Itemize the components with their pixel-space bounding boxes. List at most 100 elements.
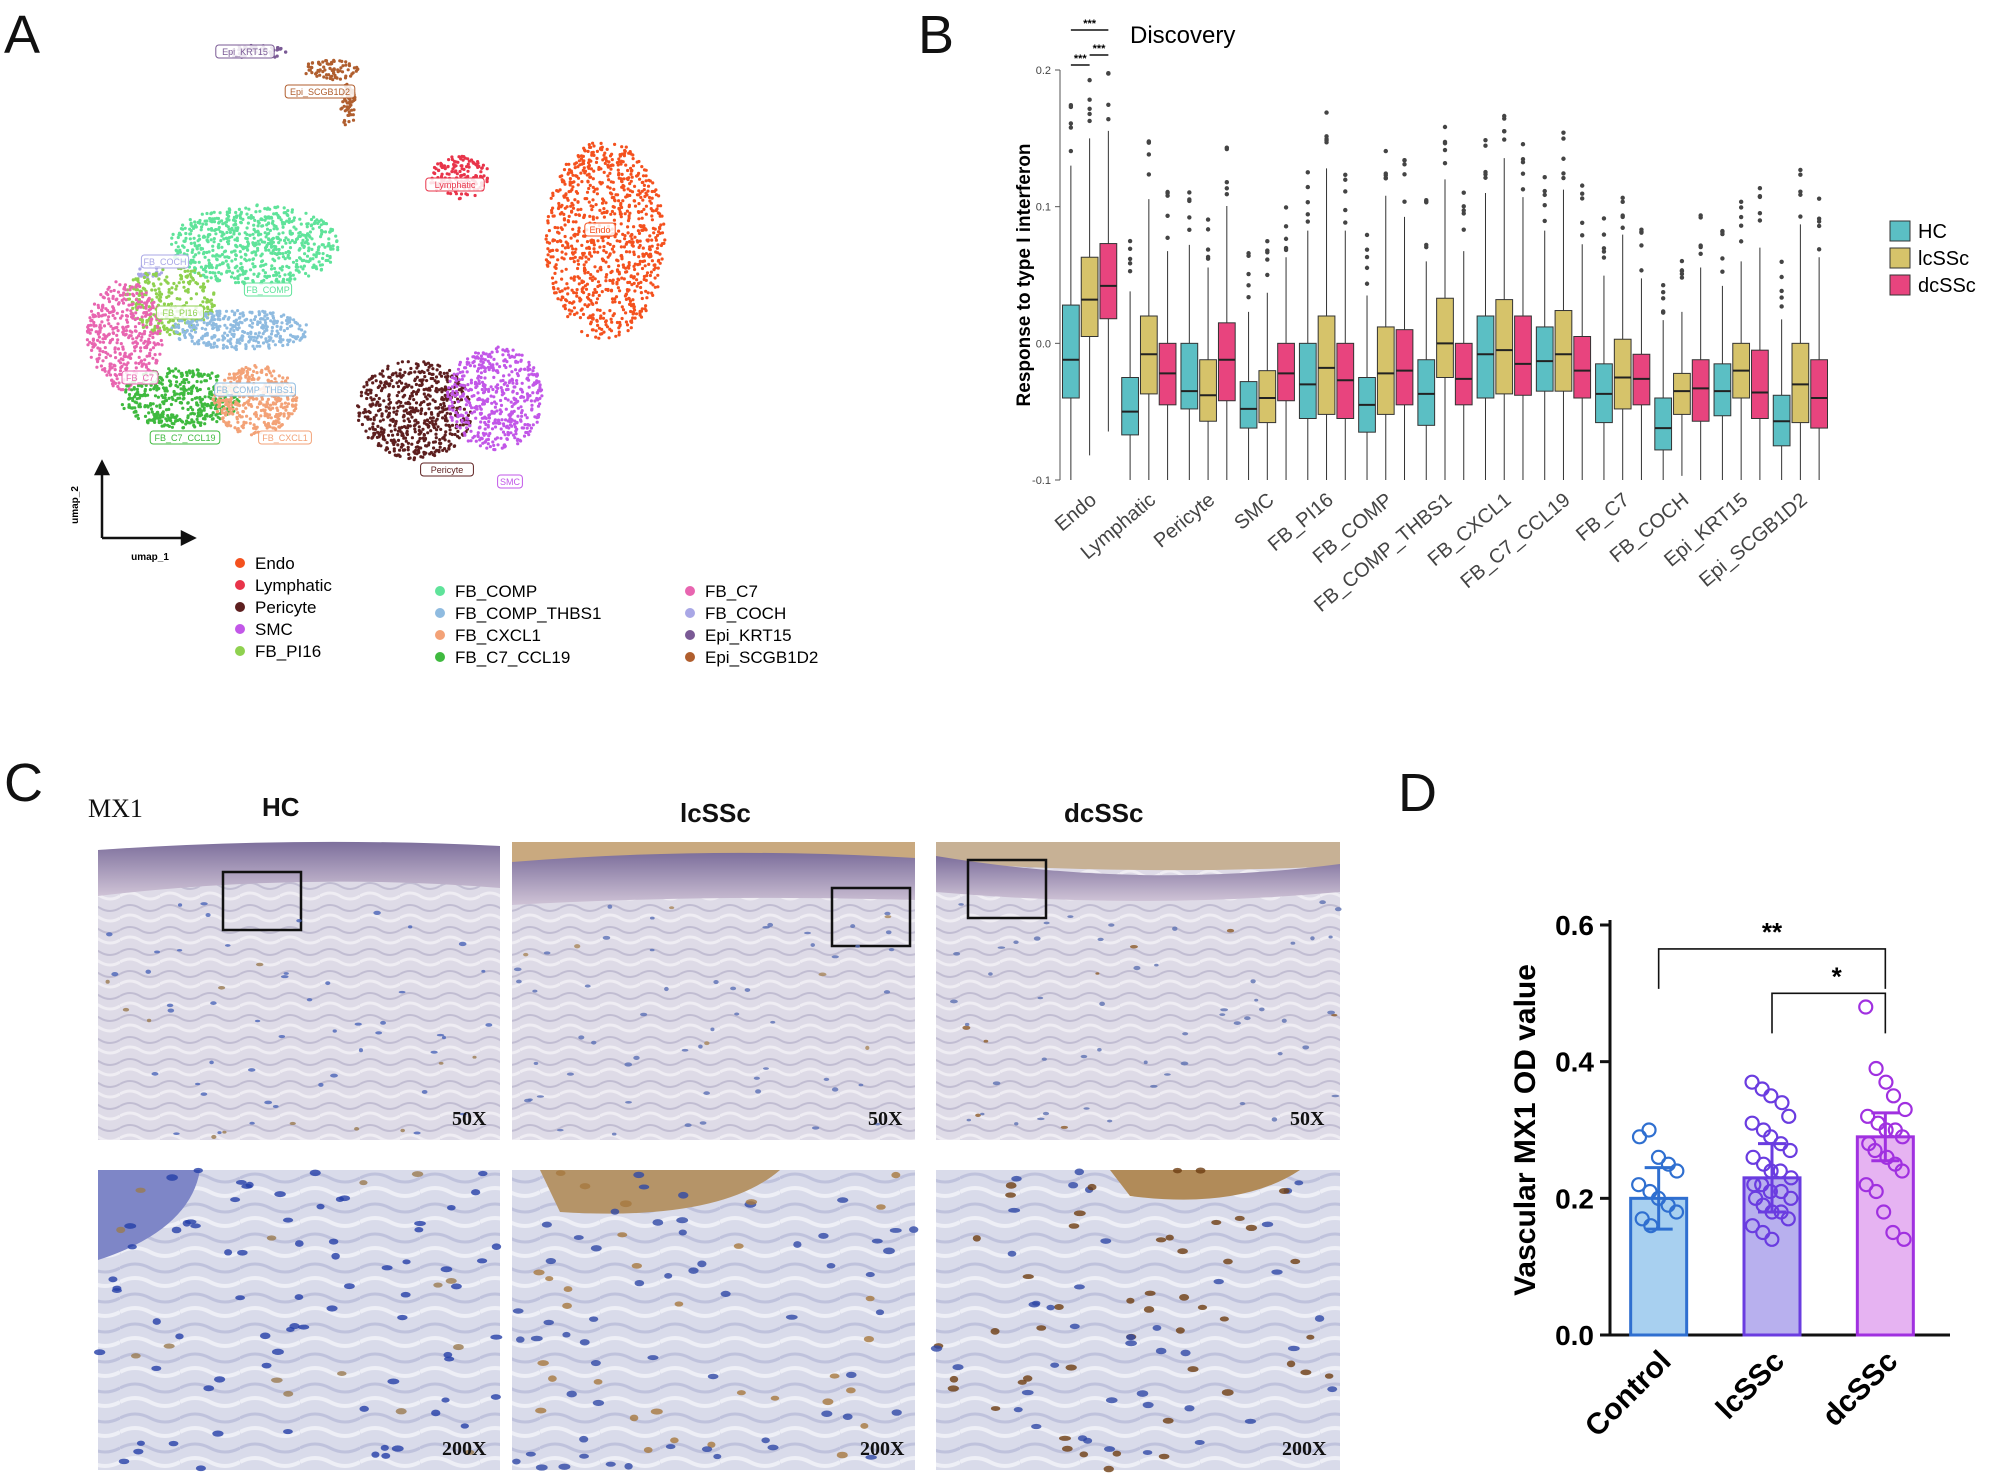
box-dcSSc-Endo	[1099, 243, 1118, 320]
boxplot-legend-swatch	[1889, 220, 1911, 242]
box-outlier	[1087, 111, 1092, 117]
mag-label-dcssc-50x: 50X	[1290, 1108, 1325, 1130]
box-outlier	[1224, 186, 1230, 191]
box-outlier	[1520, 171, 1526, 176]
box-outlier	[1424, 242, 1429, 248]
bar-y-tick: 0.4	[1555, 1047, 1594, 1078]
box-dcSSc-FB_COCH	[1691, 359, 1710, 422]
box-outlier	[1816, 223, 1822, 229]
boxplot-y-tick: 0.0	[1036, 338, 1051, 350]
mag-label-lcssc-200x: 200X	[860, 1438, 905, 1460]
bar-point	[1762, 1183, 1778, 1200]
box-outlier	[1146, 139, 1152, 145]
box-outlier	[1798, 192, 1803, 197]
boxplot-sig-label: ***	[1083, 18, 1097, 30]
box-outlier	[1757, 218, 1763, 223]
box-HC-FB_PI16	[1298, 342, 1317, 420]
box-outlier	[1679, 268, 1685, 273]
box-outlier	[1127, 256, 1133, 262]
box-outlier	[1601, 249, 1607, 254]
box-outlier	[1461, 190, 1466, 195]
box-lcSSc-SMC	[1258, 370, 1277, 424]
legend-swatch	[235, 646, 245, 656]
box-HC-FB_COCH	[1654, 397, 1673, 451]
umap-cluster-label: SMC	[500, 477, 521, 487]
bar-point	[1744, 1218, 1761, 1234]
box-outlier	[1798, 189, 1803, 194]
box-outlier	[1364, 247, 1370, 252]
box-outlier	[1483, 143, 1488, 148]
bar-point	[1744, 1115, 1760, 1131]
box-outlier	[1305, 212, 1310, 217]
bar-point	[1876, 1204, 1892, 1220]
box-outlier	[1779, 295, 1784, 300]
umap-cluster-label: FB_COMP_THBS1	[216, 385, 294, 395]
box-outlier	[1324, 134, 1329, 139]
bar-point	[1896, 1231, 1912, 1247]
box-outlier	[1660, 289, 1666, 295]
box-outlier	[1483, 137, 1488, 143]
box-outlier	[1561, 136, 1566, 141]
box-lcSSc-Endo	[1080, 256, 1099, 338]
umap-cluster-labels: Epi_KRT15 Epi_SCGB1D2 Lymphatic Endo FB_COCH…	[121, 44, 616, 489]
box-outlier	[1283, 245, 1289, 251]
box-outlier	[1757, 210, 1763, 216]
bar-point	[1764, 1204, 1780, 1220]
bar-point	[1860, 1108, 1876, 1124]
box-outlier	[1343, 172, 1348, 178]
box-outlier	[1283, 205, 1289, 210]
box-outlier	[1639, 268, 1644, 273]
umap-clusters	[85, 43, 667, 462]
panel-letter-a: A	[4, 5, 41, 65]
micrograph-cells	[93, 900, 1342, 1473]
box-outlier	[1087, 77, 1092, 83]
legend-swatch	[235, 580, 245, 590]
box-outlier	[1205, 256, 1211, 261]
umap-axis-y-label: umap_2	[70, 486, 81, 524]
box-outlier	[1068, 121, 1074, 126]
legend-label: SMC	[255, 620, 293, 639]
box-outlier	[1660, 309, 1666, 314]
box-outlier	[1205, 217, 1211, 222]
bar-x-tick: lcSSc	[1710, 1345, 1791, 1426]
box-outlier	[1461, 227, 1466, 232]
legend-label: Epi_KRT15	[705, 626, 792, 645]
boxplot-legend-label: lcSSc	[1918, 248, 1969, 270]
boxplot-y-label: Response to type I interferon	[1014, 144, 1035, 407]
box-outlier	[1580, 220, 1585, 225]
micrograph-lcssc-200x	[512, 1170, 915, 1470]
box-outlier	[1364, 281, 1370, 286]
box-outlier	[1146, 172, 1152, 177]
box-outlier	[1620, 199, 1625, 205]
box-outlier	[1601, 216, 1607, 221]
legend-swatch	[235, 602, 245, 612]
box-outlier	[1679, 271, 1685, 277]
bar-y-tick: 0.2	[1555, 1183, 1594, 1214]
box-outlier	[1224, 145, 1230, 150]
box-outlier	[1580, 233, 1585, 238]
bar-dcSSc	[1855, 1135, 1915, 1337]
box-dcSSc-FB_C7_CCL19	[1573, 336, 1592, 399]
box-outlier	[1561, 175, 1566, 181]
umap-cluster-label: Epi_SCGB1D2	[290, 87, 350, 97]
umap-cluster-label: FB_C7_CCL19	[154, 433, 215, 443]
box-outlier	[1246, 283, 1251, 288]
box-outlier	[1402, 199, 1407, 204]
box-outlier	[1738, 214, 1744, 220]
box-outlier	[1305, 184, 1310, 190]
box-outlier	[1620, 225, 1625, 230]
bar-point	[1763, 1163, 1779, 1179]
boxplot-legend-label: dcSSc	[1918, 275, 1976, 297]
box-outlier	[1779, 274, 1784, 280]
box-outlier	[1580, 191, 1585, 196]
box-outlier	[1187, 227, 1192, 233]
box-outlier	[1698, 251, 1703, 257]
bar-sig-label: **	[1762, 917, 1783, 947]
micrograph-marker-label: MX1	[88, 794, 143, 823]
box-outlier	[1283, 224, 1289, 229]
box-outlier	[1461, 211, 1466, 216]
box-outlier	[1542, 202, 1547, 208]
bar-point	[1774, 1095, 1790, 1111]
box-lcSSc-FB_COCH	[1673, 372, 1691, 415]
bar-point	[1868, 1183, 1884, 1200]
